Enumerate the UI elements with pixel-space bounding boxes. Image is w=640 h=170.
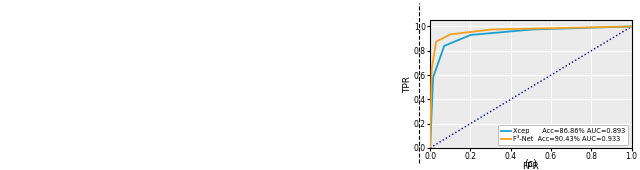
Text: (c): (c) [524,158,538,168]
Y-axis label: TPR: TPR [403,76,412,93]
Legend: Xcep      Acc=86.86% AUC=0.893, F³-Net  Acc=90.43% AUC=0.933: Xcep Acc=86.86% AUC=0.893, F³-Net Acc=90… [498,125,628,144]
X-axis label: FPR: FPR [522,163,540,170]
